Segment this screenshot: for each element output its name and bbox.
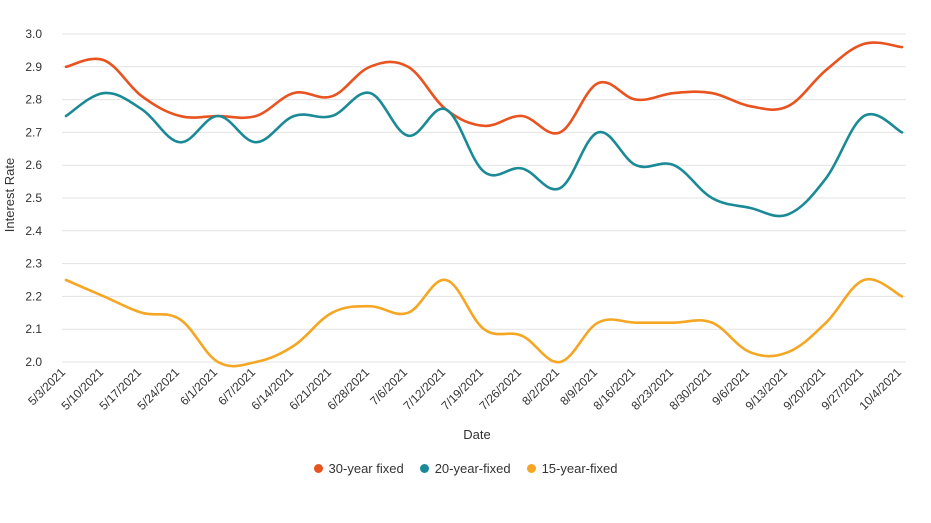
y-tick-label: 2.9 [25, 60, 42, 74]
y-tick-label: 2.0 [25, 355, 42, 369]
legend-marker [419, 464, 429, 473]
chart-legend: 30-year fixed 20-year-fixed 15-year-fixed [0, 461, 931, 476]
series-lines [64, 41, 904, 368]
legend-label: 15-year-fixed [541, 461, 618, 476]
gridlines [62, 33, 906, 363]
x-tick-label: 8/2/2021 [519, 365, 562, 408]
y-axis-title: Interest Rate [2, 158, 17, 232]
y-tick-label: 2.6 [25, 158, 42, 172]
y-tick-label: 3.0 [25, 27, 42, 41]
y-tick-label: 2.8 [25, 93, 42, 107]
legend-marker [526, 464, 536, 473]
x-tick-label: 8/30/2021 [666, 365, 714, 413]
x-tick-label: 6/1/2021 [177, 365, 220, 408]
x-axis-ticks: 5/3/20215/10/20215/17/20215/24/20216/1/2… [25, 365, 904, 413]
y-axis-ticks: 2.0 2.1 2.2 2.3 2.4 2.5 2.6 2.7 2.8 2.9 3.0 [25, 27, 42, 369]
legend-marker [313, 464, 323, 473]
legend-item: 30-year fixed [313, 461, 404, 476]
y-tick-label: 2.4 [25, 224, 42, 238]
y-tick-label: 2.7 [25, 125, 42, 139]
x-axis-title: Date [463, 427, 490, 442]
y-tick-label: 2.2 [25, 289, 42, 303]
legend-item: 15-year-fixed [526, 461, 618, 476]
series-line-2 [64, 91, 904, 218]
legend-label: 20-year-fixed [434, 461, 511, 476]
x-tick-label: 7/26/2021 [476, 365, 524, 413]
legend-item: 20-year-fixed [419, 461, 511, 476]
y-tick-label: 2.5 [25, 191, 42, 205]
line-chart: 2.0 2.1 2.2 2.3 2.4 2.5 2.6 2.7 2.8 2.9 3.0 5/3/20… [2, 27, 906, 442]
x-tick-label: 5/24/2021 [134, 365, 182, 413]
series-line-3 [64, 277, 904, 368]
x-tick-label: 6/28/2021 [324, 365, 372, 413]
series-line-1 [64, 41, 904, 135]
y-tick-label: 2.3 [25, 257, 42, 271]
y-tick-label: 2.1 [25, 322, 42, 336]
x-tick-label: 10/4/2021 [856, 365, 904, 413]
legend-label: 30-year fixed [328, 461, 404, 476]
